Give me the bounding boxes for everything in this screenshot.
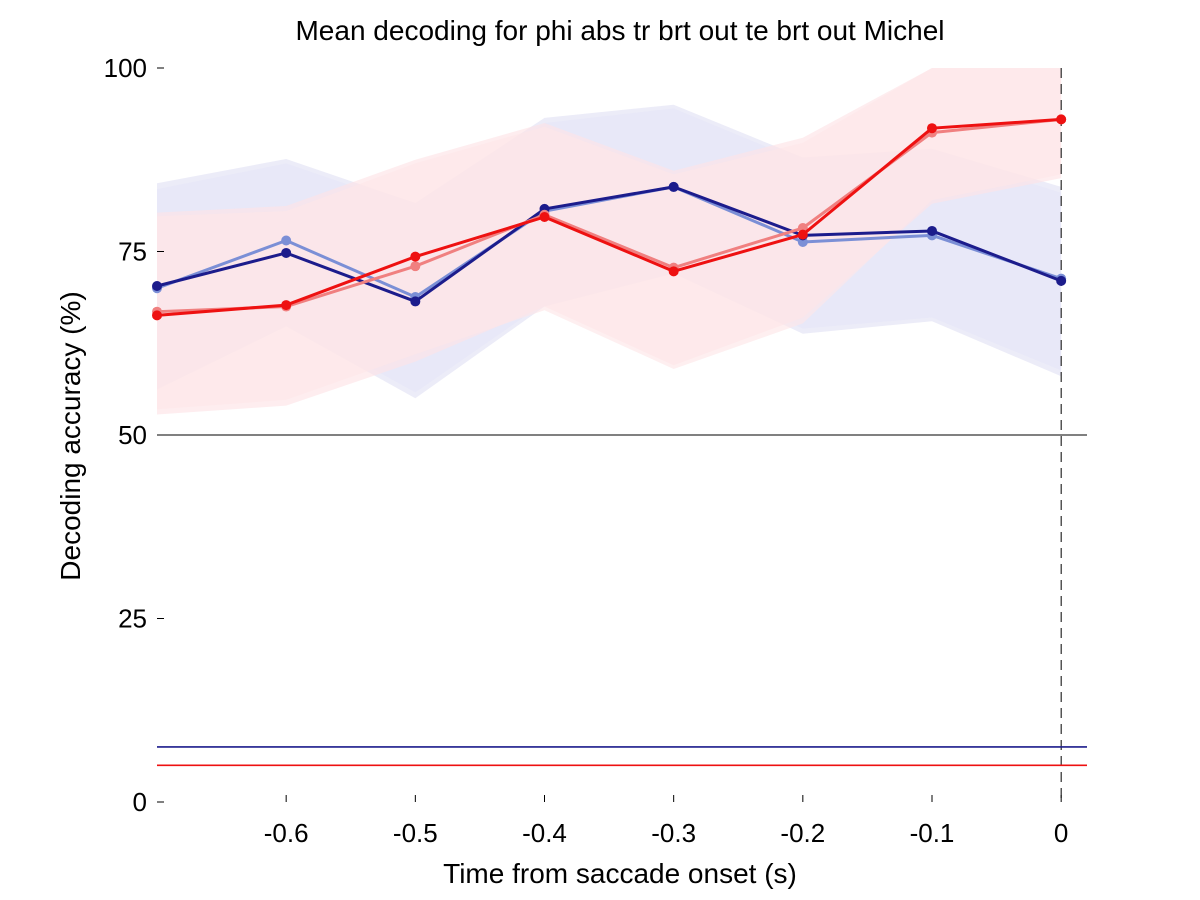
- series-4-point: [281, 300, 292, 311]
- series-4-point: [668, 266, 679, 277]
- series-4-point: [410, 251, 421, 262]
- y-tick-label: 100: [104, 53, 147, 83]
- y-tick-label: 0: [133, 787, 147, 817]
- series-4-point: [539, 212, 550, 223]
- x-tick-label: -0.6: [264, 818, 309, 848]
- confidence-band-4: [157, 68, 1062, 410]
- x-tick-label: -0.4: [522, 818, 567, 848]
- x-tick-label: -0.5: [393, 818, 438, 848]
- x-axis-label: Time from saccade onset (s): [443, 858, 797, 889]
- series-2-point: [668, 181, 679, 192]
- series-4-point: [797, 229, 808, 240]
- series-2-point: [281, 247, 292, 258]
- x-tick-label: 0: [1054, 818, 1068, 848]
- x-axis: -0.6 -0.5 -0.4 -0.3 -0.2 -0.1 0: [264, 795, 1068, 848]
- series-3-point: [410, 261, 421, 272]
- series-4-point: [1056, 114, 1067, 125]
- y-tick-label: 50: [118, 420, 147, 450]
- series-2-point: [927, 225, 937, 236]
- series-line-2: [156, 185, 1062, 303]
- series-line-3: [156, 117, 1062, 314]
- data-series: [152, 114, 1067, 321]
- series-line-4: [156, 117, 1062, 317]
- y-axis: 0 25 50 75 100: [104, 53, 164, 817]
- y-tick-label: 25: [118, 604, 147, 634]
- y-tick-label: 75: [118, 237, 147, 267]
- x-tick-label: -0.2: [780, 818, 825, 848]
- series-1-point: [281, 235, 292, 246]
- confidence-bands: [157, 68, 1062, 415]
- y-axis-label: Decoding accuracy (%): [55, 291, 86, 580]
- series-4-point: [152, 310, 162, 321]
- x-tick-label: -0.1: [910, 818, 955, 848]
- plot-area: [152, 68, 1087, 802]
- series-2-point: [1056, 275, 1067, 286]
- series-4-point: [927, 123, 937, 134]
- series-2-point: [410, 296, 421, 307]
- x-tick-label: -0.3: [651, 818, 696, 848]
- reference-lines: [157, 68, 1087, 802]
- chart-title: Mean decoding for phi abs tr brt out te …: [295, 15, 944, 46]
- series-2-point: [152, 280, 162, 291]
